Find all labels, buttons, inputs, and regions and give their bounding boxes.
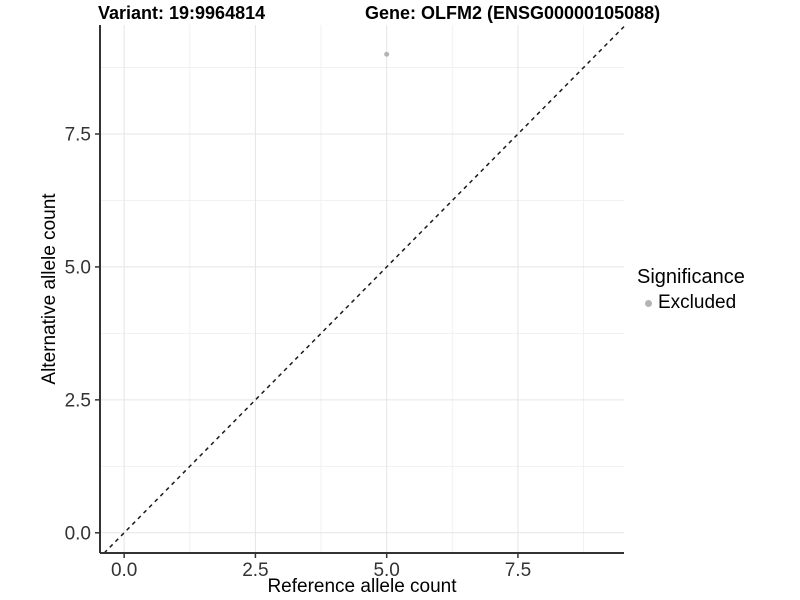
x-tick-label: 5.0 xyxy=(373,560,399,581)
y-tick-label: 7.5 xyxy=(65,125,91,146)
x-tick-label: 7.5 xyxy=(505,560,531,581)
x-tick-label: 2.5 xyxy=(242,560,268,581)
legend-item-label: Excluded xyxy=(658,292,737,313)
x-axis-title: Reference allele count xyxy=(267,576,457,597)
y-tick-label: 5.0 xyxy=(65,257,91,278)
x-tick-label: 0.0 xyxy=(111,560,137,581)
legend-title: Significance xyxy=(637,266,745,288)
data-point-excluded xyxy=(384,51,390,57)
grid-major xyxy=(100,25,624,553)
plot-title-gene: Gene: OLFM2 (ENSG00000105088) xyxy=(365,3,661,23)
plot-title-variant: Variant: 19:9964814 xyxy=(98,3,266,23)
y-tick-label: 0.0 xyxy=(65,523,91,544)
y-tick-label: 2.5 xyxy=(65,390,91,411)
grid-minor xyxy=(100,25,624,553)
data-points xyxy=(384,51,390,57)
legend-item-excluded: Excluded xyxy=(637,292,745,314)
y-axis-title: Alternative allele count xyxy=(39,193,60,385)
excluded-point-icon xyxy=(645,299,652,307)
legend: Significance Excluded xyxy=(637,266,745,314)
identity-dashed-line xyxy=(103,26,625,554)
axis-ticks: 0.0 2.5 5.0 7.5 0.0 2.5 5.0 7.5 xyxy=(65,125,532,581)
